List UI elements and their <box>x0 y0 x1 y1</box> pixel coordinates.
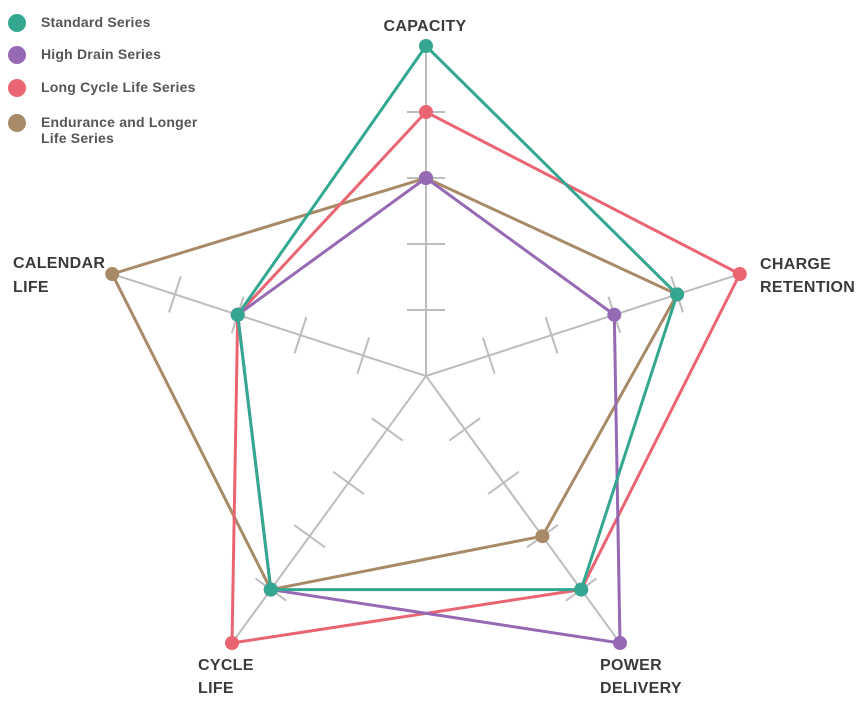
series-line-high-drain-series <box>236 176 622 645</box>
axis-tick-calendar-life-4 <box>168 276 182 313</box>
series-line-endurance-and-longer-life-series <box>110 176 680 592</box>
axis-tick-cycle-life-2 <box>332 470 365 495</box>
data-point-high-drain-series-charge-retention <box>607 307 622 322</box>
data-point-standard-series-cycle-life <box>263 582 278 597</box>
legend-label-long-cycle-life-series: Long Cycle Life Series <box>41 79 196 95</box>
axis-label-power-delivery: DELIVERY <box>600 680 682 697</box>
axis-tick-calendar-life-1 <box>356 337 371 374</box>
data-point-long-cycle-life-series-cycle-life <box>225 636 239 650</box>
axis-tick-cycle-life-3 <box>293 524 326 549</box>
data-point-standard-series-power-delivery <box>574 582 589 597</box>
legend-swatch-standard-series <box>8 14 26 32</box>
axis-tick-charge-retention-2 <box>544 316 559 354</box>
data-point-standard-series-capacity <box>419 39 433 53</box>
legend-swatch-high-drain-series <box>8 46 26 64</box>
axis-label-charge-retention: CHARGE <box>760 256 831 273</box>
data-point-endurance-and-longer-life-series-power-delivery <box>535 529 550 544</box>
data-point-endurance-and-longer-life-series-calendar-life <box>105 267 120 281</box>
axis-spoke-charge-retention <box>425 273 741 377</box>
legend-item-long-cycle-life-series: Long Cycle Life Series <box>8 79 196 97</box>
data-point-long-cycle-life-series-charge-retention <box>732 267 747 281</box>
axis-tick-cycle-life-1 <box>371 417 404 442</box>
axis-tick-charge-retention-1 <box>481 337 496 374</box>
data-point-standard-series-charge-retention <box>670 287 685 302</box>
legend-swatch-long-cycle-life-series <box>8 79 26 97</box>
legend-swatch-endurance-series <box>8 114 26 132</box>
axis-spoke-power-delivery <box>425 375 621 644</box>
legend-label-standard-series: Standard Series <box>41 14 151 30</box>
axis-label-calendar-life: CALENDAR <box>13 255 105 272</box>
legend-item-endurance-series: Endurance and Longer Life Series <box>8 114 197 146</box>
axis-label-calendar-life: LIFE <box>13 279 49 296</box>
axis-tick-calendar-life-2 <box>293 316 308 354</box>
axis-label-cycle-life: LIFE <box>198 680 234 697</box>
legend-item-standard-series: Standard Series <box>8 14 151 32</box>
data-point-long-cycle-life-series-capacity <box>419 105 433 119</box>
legend-item-high-drain-series: High Drain Series <box>8 46 161 64</box>
axis-spoke-calendar-life <box>111 273 427 377</box>
axis-label-charge-retention: RETENTION <box>760 279 855 296</box>
data-point-high-drain-series-capacity <box>419 171 433 185</box>
axis-label-cycle-life: CYCLE <box>198 657 254 674</box>
data-point-high-drain-series-power-delivery <box>613 636 627 650</box>
series-line-standard-series <box>236 43 679 592</box>
legend-label-endurance-series: Endurance and Longer Life Series <box>41 114 198 146</box>
axis-tick-power-delivery-2 <box>487 470 520 495</box>
axis-label-capacity: CAPACITY <box>384 18 467 35</box>
series-line-long-cycle-life-series <box>230 110 742 645</box>
axis-tick-power-delivery-1 <box>448 417 481 442</box>
axis-label-power-delivery: POWER <box>600 657 662 674</box>
legend-label-high-drain-series: High Drain Series <box>41 46 162 62</box>
data-point-standard-series-calendar-life <box>230 307 245 322</box>
axis-spoke-cycle-life <box>231 375 427 644</box>
